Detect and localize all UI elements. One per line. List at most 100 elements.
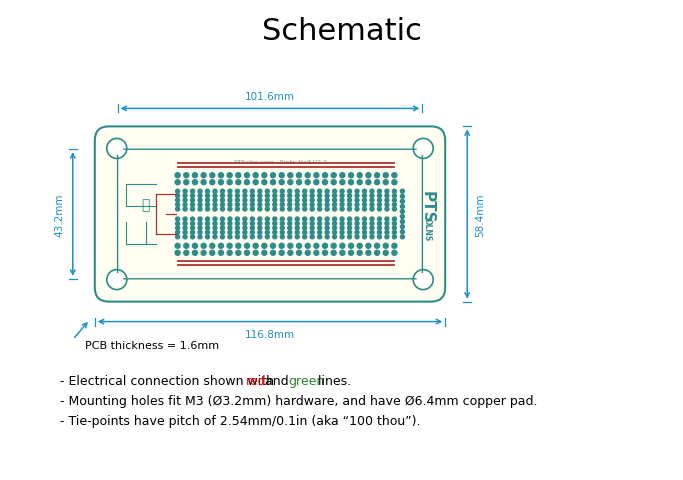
Circle shape [213,231,217,235]
Circle shape [198,235,202,240]
Circle shape [295,227,299,230]
Circle shape [363,203,367,207]
Circle shape [333,194,337,198]
Circle shape [322,251,328,256]
Circle shape [273,227,277,230]
Circle shape [322,173,328,179]
Circle shape [243,199,247,203]
Circle shape [378,222,381,226]
Circle shape [348,190,352,194]
Circle shape [340,194,344,198]
Circle shape [417,143,429,155]
Circle shape [366,180,371,185]
Circle shape [348,207,352,212]
Circle shape [193,244,197,249]
Circle shape [206,231,210,235]
Circle shape [325,235,329,240]
Circle shape [221,194,225,198]
Circle shape [318,194,322,198]
Circle shape [265,203,269,207]
Circle shape [258,222,262,226]
Circle shape [314,251,319,256]
Circle shape [280,227,284,230]
Circle shape [228,217,232,222]
Circle shape [340,231,344,235]
Circle shape [183,227,187,230]
Circle shape [193,251,197,256]
Circle shape [357,244,362,249]
Circle shape [385,227,389,230]
Circle shape [363,235,367,240]
Circle shape [221,199,225,203]
Circle shape [236,227,240,230]
Circle shape [273,190,277,194]
Circle shape [198,207,202,212]
Circle shape [303,222,307,226]
Circle shape [340,244,345,249]
Circle shape [270,180,275,185]
Circle shape [392,244,397,249]
Circle shape [295,222,299,226]
Circle shape [279,251,284,256]
Text: - Tie-points have pitch of 2.54mm/0.1in (aka “100 thou”).: - Tie-points have pitch of 2.54mm/0.1in … [60,414,421,427]
Circle shape [111,143,123,155]
Circle shape [325,227,329,230]
Circle shape [213,199,217,203]
Circle shape [183,203,187,207]
Circle shape [340,251,345,256]
Circle shape [385,217,389,222]
Circle shape [331,180,336,185]
Circle shape [385,231,389,235]
Circle shape [303,194,307,198]
Circle shape [374,180,380,185]
Circle shape [340,173,345,179]
Circle shape [370,190,374,194]
Circle shape [273,217,277,222]
Circle shape [273,207,277,212]
Circle shape [236,180,241,185]
Circle shape [183,217,187,222]
Circle shape [221,231,225,235]
Circle shape [355,199,359,203]
Circle shape [303,190,307,194]
Circle shape [355,207,359,212]
Circle shape [385,207,389,212]
Circle shape [236,231,240,235]
Circle shape [288,173,293,179]
Circle shape [355,217,359,222]
Circle shape [366,244,371,249]
Circle shape [280,199,284,203]
Circle shape [310,207,314,212]
Circle shape [378,199,381,203]
FancyBboxPatch shape [95,127,445,302]
Circle shape [258,203,262,207]
Circle shape [265,227,269,230]
Circle shape [310,190,314,194]
Circle shape [370,194,374,198]
Circle shape [333,231,337,235]
Circle shape [236,173,241,179]
Circle shape [176,199,180,203]
Circle shape [370,199,374,203]
Circle shape [305,180,310,185]
Circle shape [251,203,254,207]
Circle shape [183,199,187,203]
Circle shape [176,203,180,207]
Circle shape [348,217,352,222]
Circle shape [370,207,374,212]
Circle shape [383,251,388,256]
Text: PTSolns.com   Proto-Half V2.0: PTSolns.com Proto-Half V2.0 [234,160,326,165]
Text: 101.6mm: 101.6mm [245,92,295,102]
Circle shape [296,173,301,179]
Text: PTS: PTS [419,190,434,223]
Circle shape [236,244,241,249]
Circle shape [288,190,292,194]
Circle shape [355,231,359,235]
Circle shape [262,251,267,256]
Circle shape [258,207,262,212]
Circle shape [210,180,214,185]
Circle shape [296,251,301,256]
Circle shape [393,207,396,212]
Circle shape [243,207,247,212]
Circle shape [318,222,322,226]
